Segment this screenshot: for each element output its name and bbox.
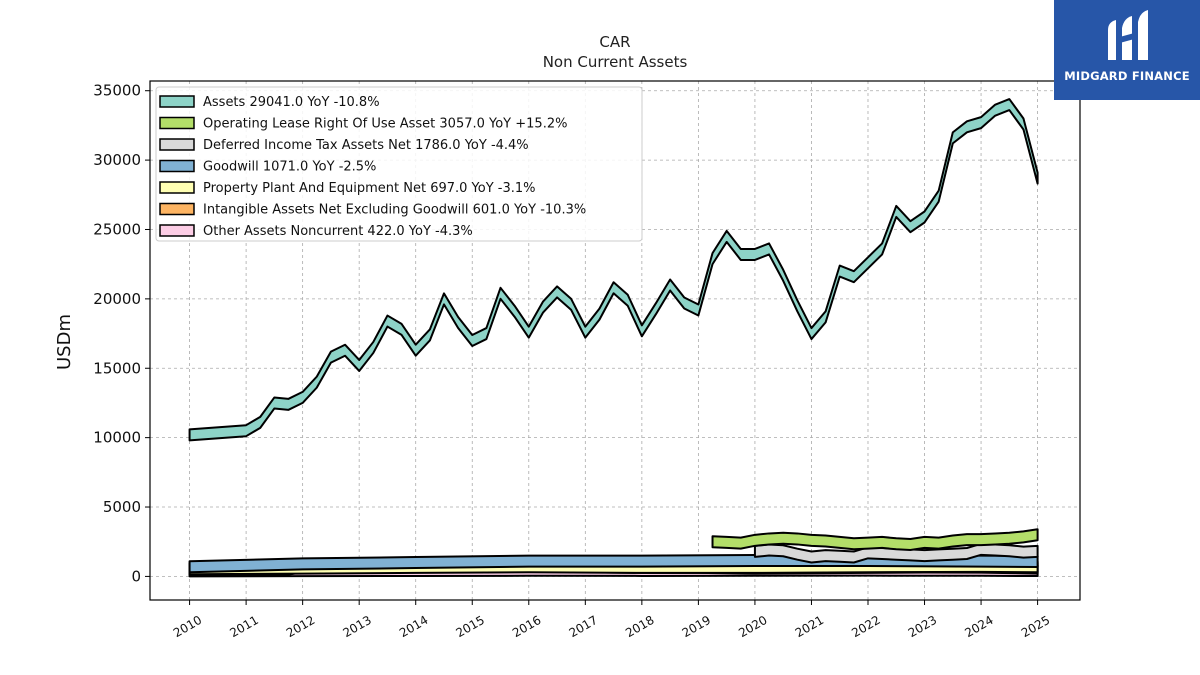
legend-entry: Intangible Assets Net Excluding Goodwill… [203, 203, 586, 218]
legend-entry: Goodwill 1071.0 YoY -2.5% [203, 160, 376, 175]
legend-swatch [159, 138, 195, 151]
legend-entry: Assets 29041.0 YoY -10.8% [203, 95, 380, 110]
x-tick-label: 2010 [171, 613, 204, 640]
series-band [711, 528, 1039, 551]
y-tick-label: 10000 [93, 429, 141, 447]
x-tick-label: 2011 [227, 613, 260, 640]
legend-entry: Other Assets Noncurrent 422.0 YoY -4.3% [203, 224, 473, 239]
logo-text: MIDGARD FINANCE [1064, 69, 1190, 83]
x-tick-label: 2025 [1019, 613, 1052, 640]
x-tick-label: 2015 [454, 613, 487, 640]
y-tick-label: 25000 [93, 220, 141, 238]
x-tick-label: 2020 [736, 613, 769, 640]
legend-swatch [159, 95, 195, 108]
series-band [753, 542, 1039, 564]
y-tick-label: 35000 [93, 82, 141, 100]
x-tick-label: 2018 [623, 613, 656, 640]
legend-swatch [159, 224, 195, 237]
legend: Assets 29041.0 YoY -10.8% Operating Lease… [155, 86, 643, 242]
x-tick-label: 2021 [793, 613, 826, 640]
x-tick-label: 2022 [849, 613, 882, 640]
legend-swatch [159, 159, 195, 173]
y-tick-label: 20000 [93, 290, 141, 308]
plot-frame [149, 80, 1081, 601]
legend-box [155, 86, 643, 242]
legend-entry: Property Plant And Equipment Net 697.0 Y… [203, 181, 536, 196]
x-axis: 2010 2011 2012 2013 2014 2015 2016 2017 2018 2019… [171, 600, 1052, 640]
x-tick-label: 2017 [567, 613, 600, 640]
legend-entry: Deferred Income Tax Assets Net 1786.0 Yo… [203, 138, 529, 153]
x-tick-label: 2024 [962, 613, 995, 640]
legend-swatch [159, 181, 195, 194]
legend-swatch [159, 116, 195, 130]
midgard-logo-icon [1108, 10, 1148, 60]
x-tick-label: 2016 [510, 613, 543, 640]
x-tick-label: 2014 [397, 613, 430, 640]
chart-subtitle: Non Current Assets [543, 53, 688, 71]
legend-entry: Operating Lease Right Of Use Asset 3057.… [203, 117, 567, 132]
y-axis: 0 5000 10000 15000 20000 25000 30000 35000 [93, 82, 150, 585]
brand-logo: MIDGARD FINANCE [1054, 0, 1200, 100]
legend-swatch [159, 202, 195, 216]
y-axis-label: USDm [54, 314, 75, 370]
y-tick-label: 0 [131, 567, 141, 585]
y-tick-label: 15000 [93, 359, 141, 377]
x-tick-label: 2013 [340, 613, 373, 640]
y-tick-label: 5000 [103, 498, 141, 516]
x-tick-label: 2019 [680, 613, 713, 640]
chart-title: CAR [599, 33, 630, 51]
series-band [188, 98, 1039, 442]
y-tick-label: 30000 [93, 151, 141, 169]
series-layer [188, 98, 1039, 578]
x-tick-label: 2023 [906, 613, 939, 640]
x-tick-label: 2012 [284, 613, 317, 640]
